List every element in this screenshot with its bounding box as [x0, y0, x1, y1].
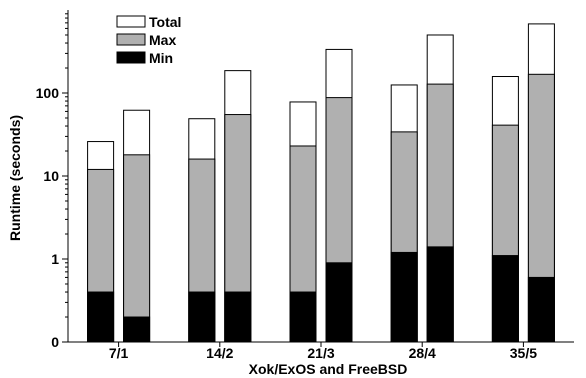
y-tick-label: 100: [36, 85, 60, 101]
y-tick-label: 0: [51, 334, 59, 350]
legend-label-min: Min: [149, 50, 173, 66]
x-tick-label: 14/2: [206, 345, 233, 361]
x-tick-label: 28/4: [409, 345, 436, 361]
legend-swatch-max: [116, 33, 146, 46]
axes-group: 7/1 14/2 21/3 28/4 35/5 0 1 10 100: [36, 10, 574, 361]
legend: Total Max Min: [116, 14, 181, 66]
x-tick-label: 7/1: [109, 345, 129, 361]
bar-min: [87, 291, 115, 343]
y-tick-label: 1: [51, 251, 59, 267]
bar-min: [527, 276, 555, 343]
x-tick-label: 21/3: [307, 345, 334, 361]
y-tick-label: 10: [43, 168, 59, 184]
bar-min: [325, 262, 353, 343]
legend-swatch-total: [116, 15, 146, 28]
x-axis-title: Xok/ExOS and FreeBSD: [249, 361, 408, 377]
bar-min: [491, 255, 519, 343]
bar-min: [123, 316, 151, 343]
legend-label-max: Max: [149, 32, 176, 48]
legend-swatch-min: [116, 51, 146, 64]
x-tick-label: 35/5: [510, 345, 537, 361]
y-axis-title: Runtime (seconds): [7, 115, 23, 241]
legend-label-total: Total: [149, 14, 181, 30]
bar-min: [289, 291, 317, 343]
bar-min: [224, 291, 252, 343]
bar-min: [426, 246, 454, 343]
bar-min: [188, 291, 216, 343]
bars-group: [87, 23, 555, 343]
bar-max: [123, 154, 151, 343]
bar-min: [390, 251, 418, 343]
